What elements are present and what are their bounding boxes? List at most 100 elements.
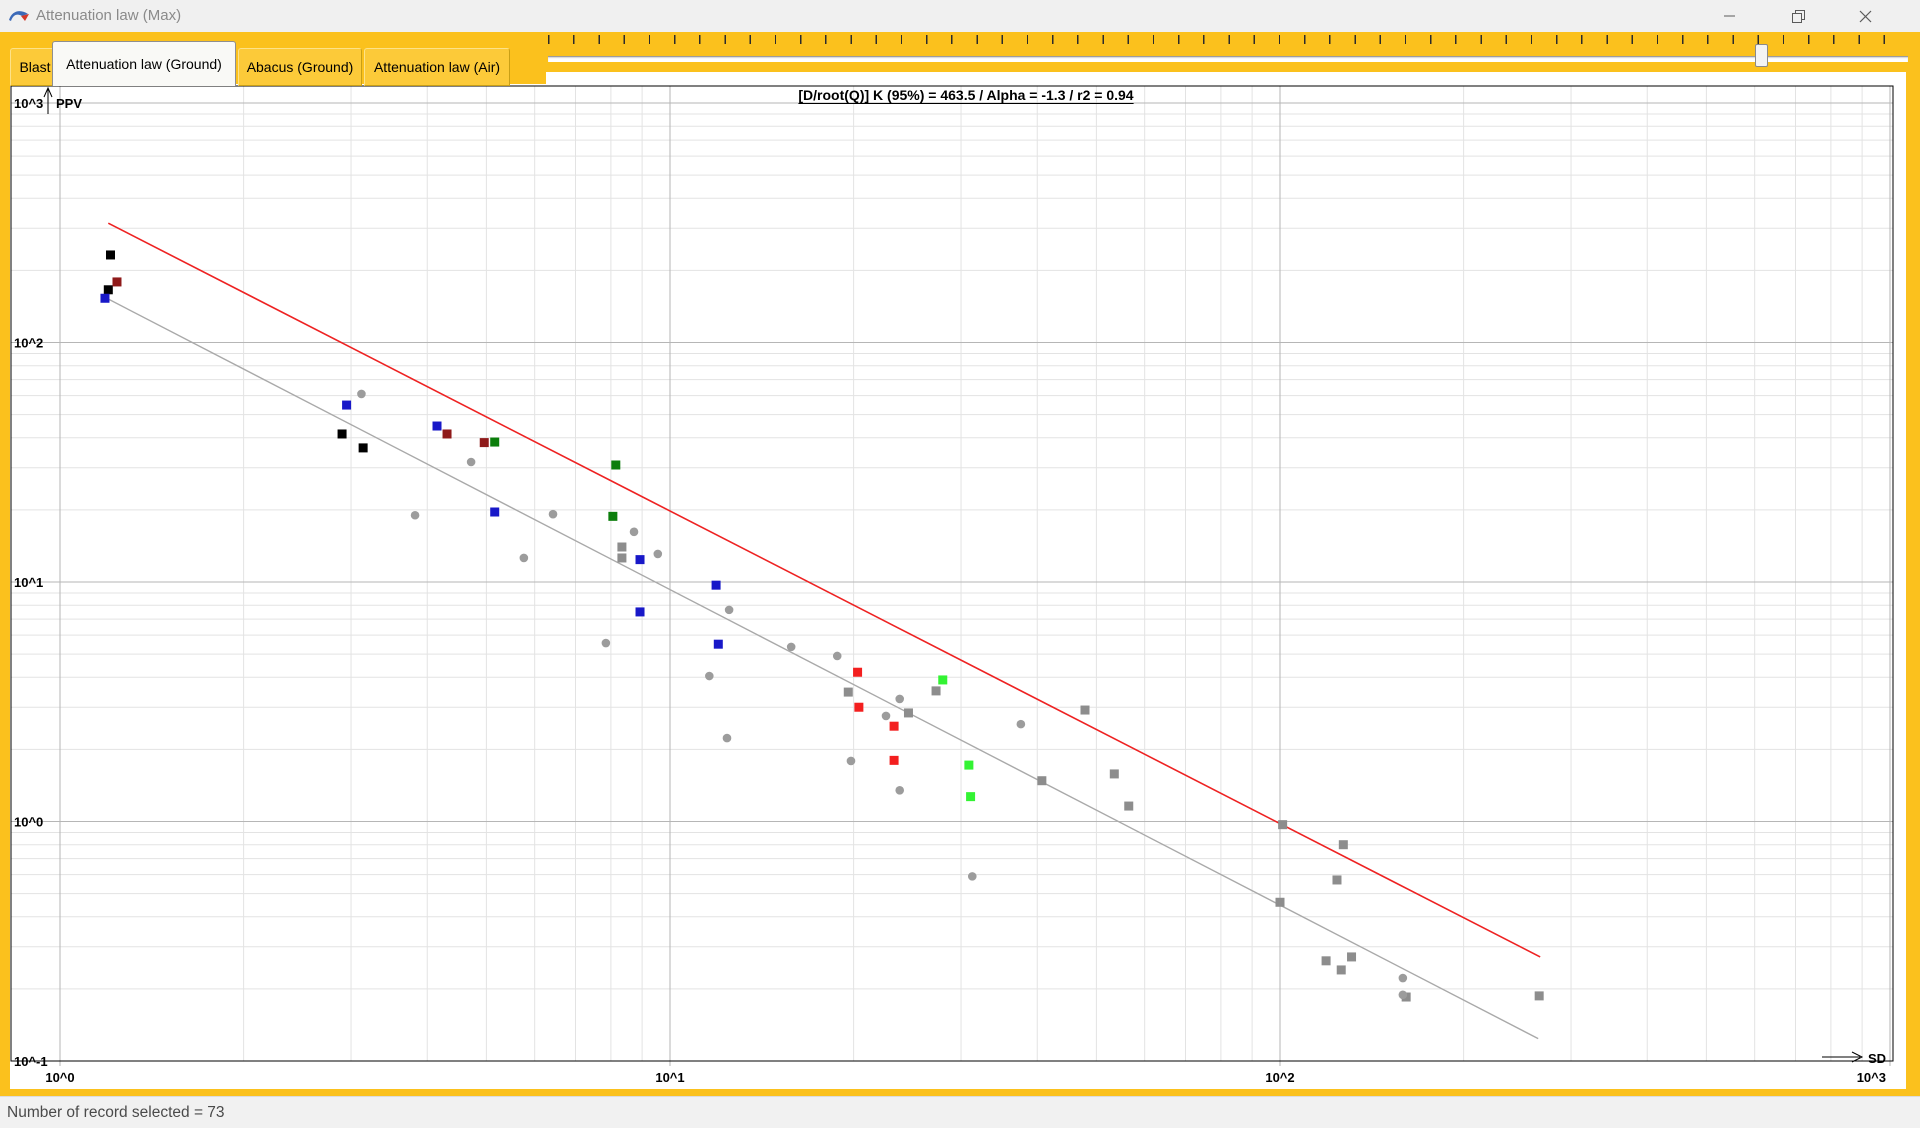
points-gray-dots[interactable]	[357, 389, 1408, 1000]
data-point	[1124, 801, 1134, 811]
data-point	[1321, 956, 1331, 966]
points-gray-squares[interactable]	[617, 542, 1544, 1002]
points-darkgreen[interactable]	[490, 437, 621, 521]
data-point	[548, 509, 558, 519]
tab-label: Attenuation law (Air)	[373, 59, 501, 75]
tab-label: Attenuation law (Ground)	[66, 56, 222, 72]
data-point	[1332, 875, 1342, 885]
data-point	[1398, 973, 1408, 983]
data-point	[1534, 991, 1544, 1001]
data-point	[881, 711, 891, 721]
data-point	[103, 285, 113, 295]
data-point	[1080, 705, 1090, 715]
maximize-restore-button[interactable]	[1775, 0, 1821, 32]
data-point	[357, 389, 366, 399]
plot-border	[10, 85, 1894, 1062]
data-point	[112, 277, 122, 287]
window-title: Attenuation law (Max)	[36, 7, 182, 24]
data-point	[846, 756, 856, 766]
grid-major	[11, 86, 1893, 1066]
svg-text:PPV: PPV	[56, 96, 82, 111]
data-point	[653, 549, 663, 559]
data-point	[711, 580, 721, 590]
data-point	[466, 457, 476, 467]
data-point	[895, 694, 905, 704]
points-darkred[interactable]	[112, 277, 489, 448]
data-point	[1336, 965, 1346, 975]
data-point	[100, 293, 110, 303]
data-point	[1338, 840, 1348, 850]
data-point	[713, 639, 723, 649]
zoom-slider-track[interactable]	[548, 56, 1908, 62]
chart-client-area: 10^3 10^2 10^1 10^0 10^-1 10^0 10^1 10^2 10^3 PPV…	[0, 72, 1920, 1096]
data-point	[490, 437, 500, 447]
data-point	[1016, 719, 1026, 729]
svg-text:10^0: 10^0	[45, 1070, 74, 1085]
svg-text:10^1: 10^1	[14, 575, 43, 590]
regression-line	[105, 297, 1539, 1040]
data-point	[854, 702, 864, 712]
attenuation-chart[interactable]: 10^310^210^110^010^-110^0 10^1 10^2 10^3PPV…	[10, 72, 1906, 1089]
minimize-button[interactable]	[1707, 0, 1753, 32]
data-point	[635, 607, 645, 617]
data-point	[608, 511, 618, 521]
data-point	[938, 675, 948, 685]
tab-label: Abacus (Ground)	[246, 59, 354, 75]
svg-text:SD: SD	[1868, 1051, 1886, 1066]
svg-text:10^2: 10^2	[14, 336, 43, 351]
tab-abacus-ground[interactable]: Abacus (Ground)	[238, 48, 362, 86]
data-point	[786, 642, 796, 652]
points-red[interactable]	[853, 667, 899, 765]
data-point	[1398, 990, 1408, 1000]
tab-attenuation-law-air[interactable]: Attenuation law (Air)	[364, 48, 510, 86]
data-point	[337, 429, 347, 439]
data-point	[358, 443, 368, 453]
tab-attenuation-law-ground[interactable]: Attenuation law (Ground)	[52, 41, 236, 86]
data-point	[490, 507, 500, 517]
data-point	[895, 785, 905, 795]
close-icon	[1859, 10, 1871, 22]
restore-icon	[1791, 9, 1805, 23]
points-black[interactable]	[103, 250, 368, 453]
data-point	[724, 605, 734, 615]
data-point	[967, 872, 977, 881]
data-point	[889, 721, 899, 731]
points-green[interactable]	[938, 675, 976, 802]
data-point	[1037, 776, 1047, 786]
zoom-slider-thumb[interactable]	[1755, 44, 1768, 67]
data-point	[966, 792, 976, 802]
data-point	[853, 667, 863, 677]
minimize-icon	[1724, 15, 1735, 17]
axis-tick-labels: 10^310^210^110^010^-110^0 10^1 10^2 10^3PPV…	[14, 96, 1886, 1085]
data-point	[611, 460, 621, 470]
svg-text:10^3: 10^3	[1857, 1070, 1886, 1085]
grid-minor	[11, 86, 1893, 1061]
points-blue[interactable]	[100, 293, 723, 649]
data-point	[617, 553, 627, 563]
tab-label: Blast	[19, 59, 51, 75]
data-point	[1347, 952, 1357, 962]
chart-title: [D/root(Q)] K (95%) = 463.5 / Alpha = -1…	[798, 87, 1133, 103]
x-axis-arrowhead	[1851, 1051, 1864, 1063]
svg-text:10^0: 10^0	[14, 815, 43, 830]
svg-text:10^2: 10^2	[1265, 1070, 1294, 1085]
app-icon	[9, 11, 29, 21]
data-point	[722, 733, 732, 743]
zoom-ruler[interactable]	[548, 35, 1908, 44]
data-point	[832, 651, 842, 661]
close-button[interactable]	[1842, 0, 1888, 32]
chart-panel: 10^3 10^2 10^1 10^0 10^-1 10^0 10^1 10^2 10^3 PPV…	[10, 72, 1906, 1089]
svg-text:10^1: 10^1	[655, 1070, 684, 1085]
data-point	[1278, 820, 1288, 830]
svg-text:10^3: 10^3	[14, 96, 43, 111]
data-point	[105, 250, 115, 260]
data-point	[931, 686, 941, 696]
data-point	[889, 755, 899, 765]
data-point	[410, 510, 420, 520]
data-point	[342, 400, 352, 410]
data-point	[1109, 769, 1119, 779]
status-bar: Number of record selected = 73	[0, 1096, 1920, 1128]
data-point	[479, 438, 489, 448]
data-point	[843, 687, 853, 697]
